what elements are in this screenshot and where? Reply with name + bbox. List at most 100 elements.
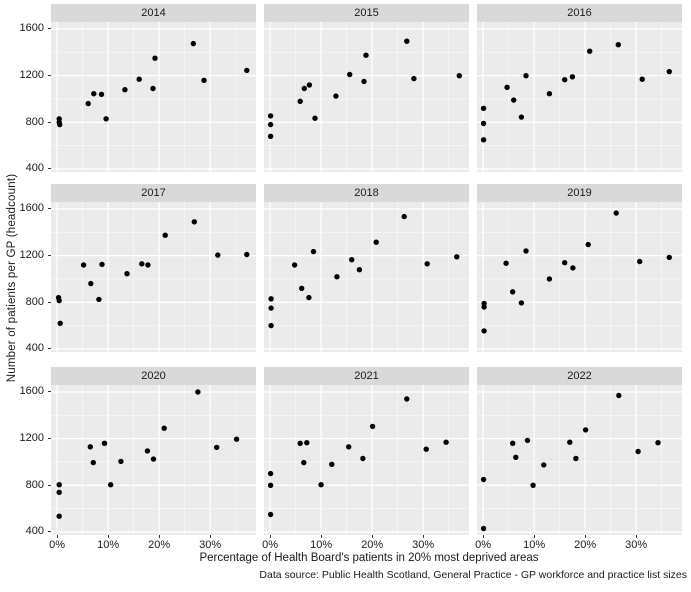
facet-panel xyxy=(477,385,682,535)
data-point xyxy=(481,304,487,310)
data-point xyxy=(523,73,529,79)
x-tick-mark xyxy=(584,535,586,538)
y-tick-mark xyxy=(48,168,51,170)
data-point xyxy=(80,262,87,268)
facet-strip: 2019 xyxy=(477,184,682,202)
data-point xyxy=(152,55,158,61)
data-point xyxy=(587,48,593,54)
y-tick-label: 800 xyxy=(25,295,44,308)
x-tick-mark xyxy=(56,535,58,538)
data-point xyxy=(56,489,62,495)
x-axis-title: Percentage of Health Board's patients in… xyxy=(199,552,539,564)
data-point xyxy=(145,262,151,268)
data-point xyxy=(637,258,643,265)
data-point xyxy=(504,84,510,90)
y-tick-mark xyxy=(48,391,51,393)
facet-2021: 2021 xyxy=(264,367,469,535)
data-point xyxy=(480,105,487,112)
data-point xyxy=(613,210,619,216)
data-point xyxy=(304,440,310,446)
data-point xyxy=(124,271,130,277)
y-tick-mark xyxy=(48,75,51,77)
y-tick-label: 800 xyxy=(25,478,44,491)
data-point xyxy=(480,476,487,483)
data-point xyxy=(562,260,568,266)
data-point xyxy=(299,285,305,291)
data-point xyxy=(481,328,487,334)
facet-2014: 2014 xyxy=(51,4,256,172)
facet-panel xyxy=(51,385,256,535)
data-point xyxy=(518,114,525,120)
data-point xyxy=(244,67,250,74)
facet-strip-label: 2016 xyxy=(567,7,592,19)
data-point xyxy=(373,239,379,245)
data-point xyxy=(346,444,352,450)
x-tick-label: 0% xyxy=(49,539,66,551)
y-tick-mark xyxy=(48,531,51,533)
facet-panel xyxy=(264,385,469,535)
y-tick-label: 800 xyxy=(25,115,44,128)
data-point xyxy=(615,42,621,48)
data-point xyxy=(267,113,274,119)
y-tick-label: 400 xyxy=(25,162,44,175)
x-tick-label: 10% xyxy=(310,539,333,551)
data-point xyxy=(103,116,109,122)
data-point xyxy=(401,213,407,220)
data-point xyxy=(312,115,318,121)
data-point xyxy=(233,436,240,442)
facet-strip-label: 2020 xyxy=(141,370,166,382)
data-point xyxy=(99,261,105,268)
facet-strip: 2022 xyxy=(477,367,682,385)
data-point xyxy=(411,75,417,82)
data-point xyxy=(510,440,516,446)
facet-strip: 2015 xyxy=(264,4,469,22)
x-tick-mark xyxy=(533,535,535,538)
data-point xyxy=(214,444,220,451)
panel-background xyxy=(477,385,682,535)
x-tick-mark xyxy=(320,535,322,538)
data-point xyxy=(454,254,460,260)
data-point xyxy=(268,322,274,329)
data-point xyxy=(57,121,63,128)
y-tick-mark xyxy=(48,484,51,486)
y-tick-mark xyxy=(48,438,51,440)
data-point xyxy=(503,260,509,266)
data-point xyxy=(139,261,145,267)
y-tick-label: 1200 xyxy=(19,249,44,262)
data-point xyxy=(530,482,536,488)
data-point xyxy=(91,91,97,97)
facet-strip: 2017 xyxy=(51,184,256,202)
x-tick-label: 20% xyxy=(574,539,597,551)
data-point xyxy=(423,446,429,452)
x-tick-mark xyxy=(422,535,424,538)
data-point xyxy=(518,300,525,306)
facet-strip-label: 2014 xyxy=(141,7,166,19)
facet-strip: 2016 xyxy=(477,4,682,22)
data-point xyxy=(268,305,274,311)
data-point xyxy=(443,439,449,445)
facet-panel xyxy=(264,202,469,352)
facet-2016: 2016 xyxy=(477,4,682,172)
data-point xyxy=(306,82,313,88)
facet-strip-label: 2021 xyxy=(354,370,379,382)
data-point xyxy=(639,76,645,82)
data-point xyxy=(56,482,62,488)
x-tick-label: 10% xyxy=(97,539,120,551)
y-tick-mark xyxy=(48,255,51,257)
facet-strip: 2014 xyxy=(51,4,256,22)
facet-strip-label: 2022 xyxy=(567,370,592,382)
data-point xyxy=(616,392,622,399)
panel-background xyxy=(264,202,469,352)
data-point xyxy=(333,93,339,99)
data-point xyxy=(190,40,196,47)
data-point xyxy=(201,77,207,83)
data-point xyxy=(267,133,274,139)
data-point xyxy=(334,274,340,280)
data-point xyxy=(306,294,312,301)
data-point xyxy=(513,454,519,460)
data-point xyxy=(363,52,369,58)
x-tick-label: 30% xyxy=(199,539,222,551)
data-point xyxy=(318,482,324,488)
panel-background xyxy=(477,22,682,172)
data-point xyxy=(541,462,547,468)
